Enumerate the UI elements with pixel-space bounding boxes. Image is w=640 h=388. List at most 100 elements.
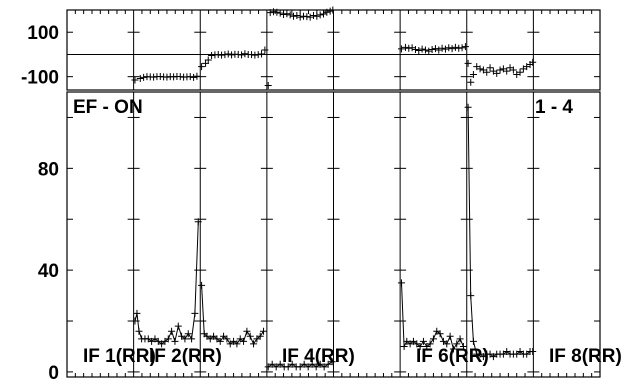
phase-point-if8 [483, 68, 491, 76]
phase-point-if4 [273, 8, 281, 16]
phase-point-if1 [131, 76, 139, 84]
phase-point-if4 [266, 9, 274, 17]
amplitude-point-if6 [429, 335, 437, 343]
amplitude-point-if4 [296, 363, 304, 371]
phase-point-if6 [435, 46, 443, 54]
phase-point-if4 [286, 11, 294, 19]
phase-point-if2 [214, 50, 222, 58]
amplitude-point-if6 [456, 335, 464, 343]
amplitude-point-if8 [464, 103, 472, 111]
phase-point-if4 [264, 82, 272, 90]
phase-point-if2 [208, 52, 216, 60]
phase-point-if8 [509, 66, 517, 74]
phase-point-if4 [290, 12, 298, 20]
phase-point-if4 [323, 8, 331, 16]
amplitude-point-if6 [446, 332, 454, 340]
phase-point-if2 [221, 51, 229, 59]
amplitude-point-if4 [316, 360, 324, 368]
ef-on-label: EF - ON [73, 97, 143, 118]
amplitude-point-if4 [300, 360, 308, 368]
phase-point-if4 [280, 10, 288, 18]
phase-point-if8 [464, 59, 472, 67]
amplitude-point-if1 [181, 335, 189, 343]
phase-point-if1 [140, 73, 148, 81]
if-label: IF 8(RR) [549, 346, 622, 367]
phase-point-if8 [467, 78, 475, 86]
amplitude-point-if1 [184, 330, 192, 338]
amplitude-point-if6 [397, 279, 405, 287]
range-label: 1 - 4 [535, 97, 573, 118]
amplitude-point-if4 [320, 363, 328, 371]
amplitude-point-if1 [133, 309, 141, 317]
amplitude-point-if4 [264, 363, 272, 371]
amplitude-point-if4 [324, 360, 332, 368]
amplitude-point-if2 [256, 332, 264, 340]
phase-point-if1 [193, 72, 201, 80]
amplitude-y-tick-label: 80 [38, 159, 59, 180]
amplitude-point-if4 [312, 363, 320, 371]
amplitude-point-if1 [135, 327, 143, 335]
phase-point-if2 [254, 51, 262, 59]
amplitude-point-if6 [419, 337, 427, 345]
amplitude-point-if2 [216, 337, 224, 345]
phase-point-if4 [293, 12, 301, 20]
amplitude-point-if1 [191, 309, 199, 317]
amplitude-point-if4 [328, 358, 336, 366]
phase-point-if8 [469, 70, 477, 78]
amplitude-point-if8 [467, 292, 475, 300]
phase-point-if2 [238, 51, 246, 59]
amplitude-point-if8 [529, 348, 537, 356]
amplitude-point-if6 [436, 330, 444, 338]
phase-point-if6 [425, 47, 433, 55]
phase-y-tick-label: 100 [27, 23, 59, 44]
phase-point-if4 [306, 13, 314, 21]
amplitude-point-if1 [168, 327, 176, 335]
phase-point-if4 [329, 6, 337, 14]
if-label: IF 2(RR) [149, 346, 222, 367]
phase-point-if6 [397, 45, 405, 53]
phase-point-if8 [496, 66, 504, 74]
amplitude-y-tick-label: 40 [38, 261, 59, 282]
phase-point-if8 [486, 64, 494, 72]
amplitude-point-if1 [131, 317, 139, 325]
amplitude-point-if4 [276, 360, 284, 368]
amplitude-point-if4 [288, 360, 296, 368]
amplitude-point-if1 [174, 322, 182, 330]
amplitude-point-if2 [223, 335, 231, 343]
phase-point-if4 [296, 13, 304, 21]
phase-point-if2 [228, 51, 236, 59]
amplitude-point-if4 [304, 363, 312, 371]
amplitude-line-if2 [201, 285, 264, 345]
phase-point-if6 [458, 44, 466, 52]
amplitude-point-if6 [449, 345, 457, 353]
amplitude-point-if4 [268, 360, 276, 368]
amplitude-point-if2 [260, 327, 268, 335]
amplitude-point-if2 [198, 281, 206, 289]
amplitude-point-if6 [459, 342, 467, 350]
phase-point-if6 [451, 43, 459, 51]
phase-point-if6 [431, 45, 439, 53]
phase-point-if4 [283, 10, 291, 18]
phase-point-if8 [516, 68, 524, 76]
amplitude-point-if1 [188, 335, 196, 343]
phase-point-if8 [476, 65, 484, 73]
amplitude-point-if2 [250, 340, 258, 348]
phase-point-if8 [503, 67, 511, 75]
if-label: IF 4(RR) [282, 346, 355, 367]
phase-point-if8 [493, 69, 501, 77]
amplitude-point-if6 [426, 340, 434, 348]
phase-point-if1 [190, 73, 198, 81]
if-label: IF 1(RR) [83, 346, 156, 367]
amplitude-point-if6 [400, 342, 408, 350]
phase-point-if4 [276, 9, 284, 17]
phase-point-if6 [408, 44, 416, 52]
amplitude-y-tick-label: 0 [48, 363, 59, 384]
amplitude-point-if1 [171, 337, 179, 345]
amplitude-point-if6 [443, 340, 451, 348]
amplitude-point-if2 [246, 332, 254, 340]
phase-point-if6 [438, 44, 446, 52]
amplitude-point-if2 [233, 340, 241, 348]
phase-y-tick-label: -100 [21, 68, 59, 89]
phase-point-if6 [421, 46, 429, 54]
